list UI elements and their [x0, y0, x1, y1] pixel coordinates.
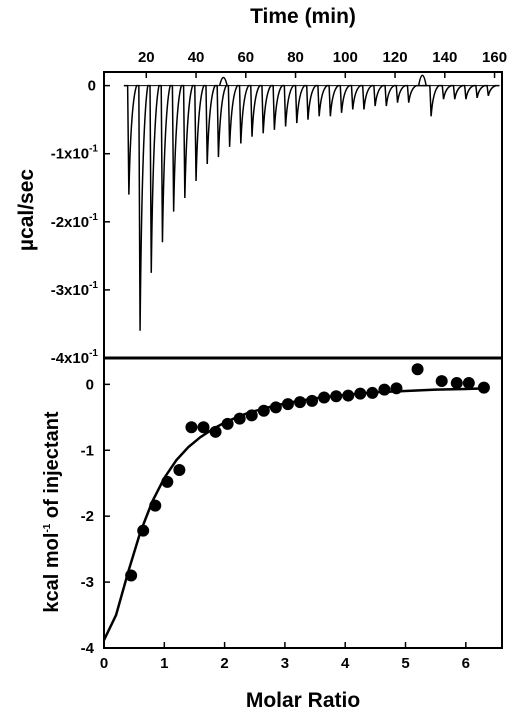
bottom-x-tick-label: 4: [341, 655, 350, 672]
bottom-y-tick-label: -1: [81, 442, 94, 459]
top-y-ticks: 0 -1x10-1 -2x10-1 -3x10-1 -4x10-1: [51, 78, 110, 367]
top-y-tick-label: -1x10-1: [51, 144, 99, 163]
top-y-tick-label: -3x10-1: [51, 280, 99, 299]
data-point: [245, 409, 258, 422]
bottom-x-tick-label: 5: [401, 655, 409, 672]
bottom-x-ticks: 0 1 2 3 4 5 6: [100, 642, 470, 672]
top-x-tick-label: 140: [432, 49, 457, 66]
data-point: [221, 417, 234, 430]
data-point: [269, 401, 282, 414]
bottom-y-axis-title: kcal mol-1 of injectant: [41, 411, 63, 613]
data-point: [390, 382, 403, 395]
top-x-tick-label: 100: [333, 49, 358, 66]
data-point: [450, 377, 463, 390]
data-point: [125, 569, 138, 582]
data-point: [354, 387, 367, 400]
top-y-tick-label: -4x10-1: [51, 348, 99, 367]
data-point: [462, 377, 475, 390]
bottom-x-axis-title: Molar Ratio: [246, 689, 360, 712]
data-point: [342, 389, 355, 402]
top-x-ticks: 20 40 60 80 100 120 140 160: [138, 49, 507, 78]
top-plot-frame: [103, 71, 503, 359]
data-point: [378, 383, 391, 396]
top-y-tick-label: 0: [88, 78, 96, 95]
top-x-tick-label: 60: [237, 49, 254, 66]
data-point: [293, 396, 306, 409]
data-point: [477, 381, 490, 394]
bottom-x-tick-label: 0: [100, 655, 108, 672]
top-panel: Time (min) 20 40 60 80 100 120 140 160 0 -1x10-1…: [15, 5, 507, 367]
data-point: [411, 363, 424, 376]
bottom-x-tick-label: 2: [220, 655, 228, 672]
data-point: [233, 412, 246, 425]
top-y-axis-title: µcal/sec: [15, 169, 38, 251]
bottom-x-tick-label: 3: [281, 655, 289, 672]
data-point: [137, 524, 150, 537]
data-points: [125, 363, 490, 582]
data-point: [149, 499, 162, 512]
top-x-tick-label: 80: [287, 49, 304, 66]
data-point: [306, 394, 319, 407]
data-point: [366, 386, 379, 399]
data-point: [281, 398, 294, 411]
data-point: [161, 475, 174, 488]
bottom-y-tick-label: -4: [81, 640, 95, 657]
bottom-panel: 0 1 2 3 4 5 6 0 -1 -2 -3 -4 Molar Ratio kcal mol-1…: [41, 363, 490, 712]
data-point: [330, 390, 343, 403]
data-point: [197, 421, 210, 434]
top-x-tick-label: 20: [138, 49, 155, 66]
data-point: [209, 425, 222, 438]
top-x-tick-label: 120: [383, 49, 408, 66]
top-x-tick-label: 40: [188, 49, 205, 66]
top-y-tick-label: -2x10-1: [51, 212, 99, 231]
top-x-tick-label: 160: [482, 49, 507, 66]
bottom-y-tick-label: -3: [81, 574, 94, 591]
data-point: [173, 464, 186, 477]
data-point: [318, 391, 331, 404]
data-point: [257, 404, 270, 417]
fit-curve: [102, 387, 484, 641]
bottom-y-ticks: 0 -1 -2 -3 -4: [81, 376, 110, 657]
bottom-y-tick-label: -2: [81, 508, 94, 525]
top-x-axis-title: Time (min): [250, 5, 356, 28]
bottom-x-tick-label: 1: [160, 655, 168, 672]
data-point: [185, 421, 198, 434]
data-point: [435, 375, 448, 388]
bottom-y-tick-label: 0: [86, 376, 94, 393]
bottom-x-tick-label: 6: [462, 655, 470, 672]
thermogram-trace: [123, 74, 500, 331]
